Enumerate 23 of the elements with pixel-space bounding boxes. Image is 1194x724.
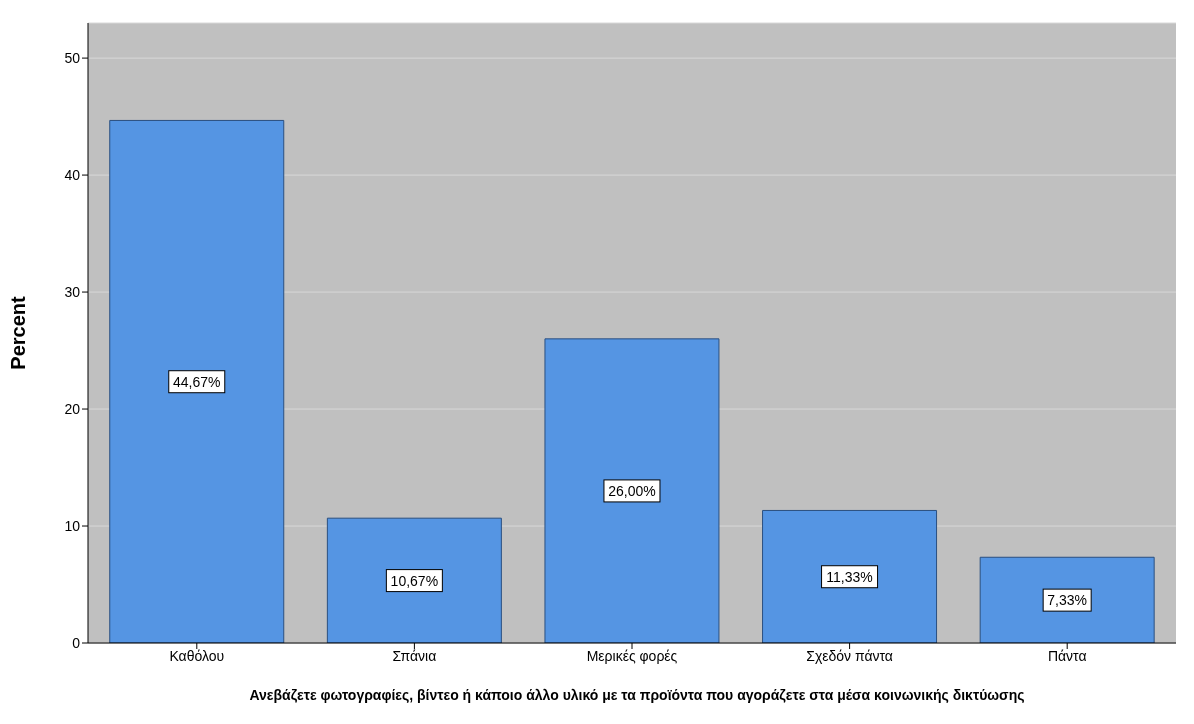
- y-axis-title: Percent: [7, 295, 30, 370]
- bar: [762, 509, 938, 643]
- data-label: 7,33%: [1047, 592, 1088, 609]
- y-tick-label: 10: [64, 517, 81, 534]
- bar: [326, 517, 502, 643]
- y-tick-label: 50: [64, 50, 81, 67]
- x-tick-label: Σπάνια: [392, 647, 437, 664]
- x-tick-label: Πάντα: [1047, 647, 1087, 664]
- data-label: 26,00%: [608, 482, 656, 499]
- y-tick-label: 20: [64, 401, 81, 418]
- data-label: 10,67%: [390, 572, 439, 589]
- bar: [979, 556, 1155, 643]
- y-tick-label: 0: [72, 634, 81, 651]
- bar: [109, 119, 285, 643]
- y-tick-label: 30: [64, 284, 81, 301]
- bar: [544, 338, 720, 643]
- x-tick-label: Καθόλου: [169, 647, 225, 664]
- y-tick-label: 40: [64, 167, 81, 184]
- data-label: 44,67%: [173, 373, 221, 390]
- x-tick-label: Μερικές φορές: [586, 647, 678, 664]
- x-tick-label: Σχεδόν πάντα: [806, 647, 893, 664]
- x-axis-title: Ανεβάζετε φωτογραφίες, βίντεο ή κάποιο άλλο υλικό με τα προϊόντα που αγοράζετε στα μέσα κοινωνικής δικτύωσης: [248, 687, 1026, 703]
- data-label: 11,33%: [826, 568, 873, 585]
